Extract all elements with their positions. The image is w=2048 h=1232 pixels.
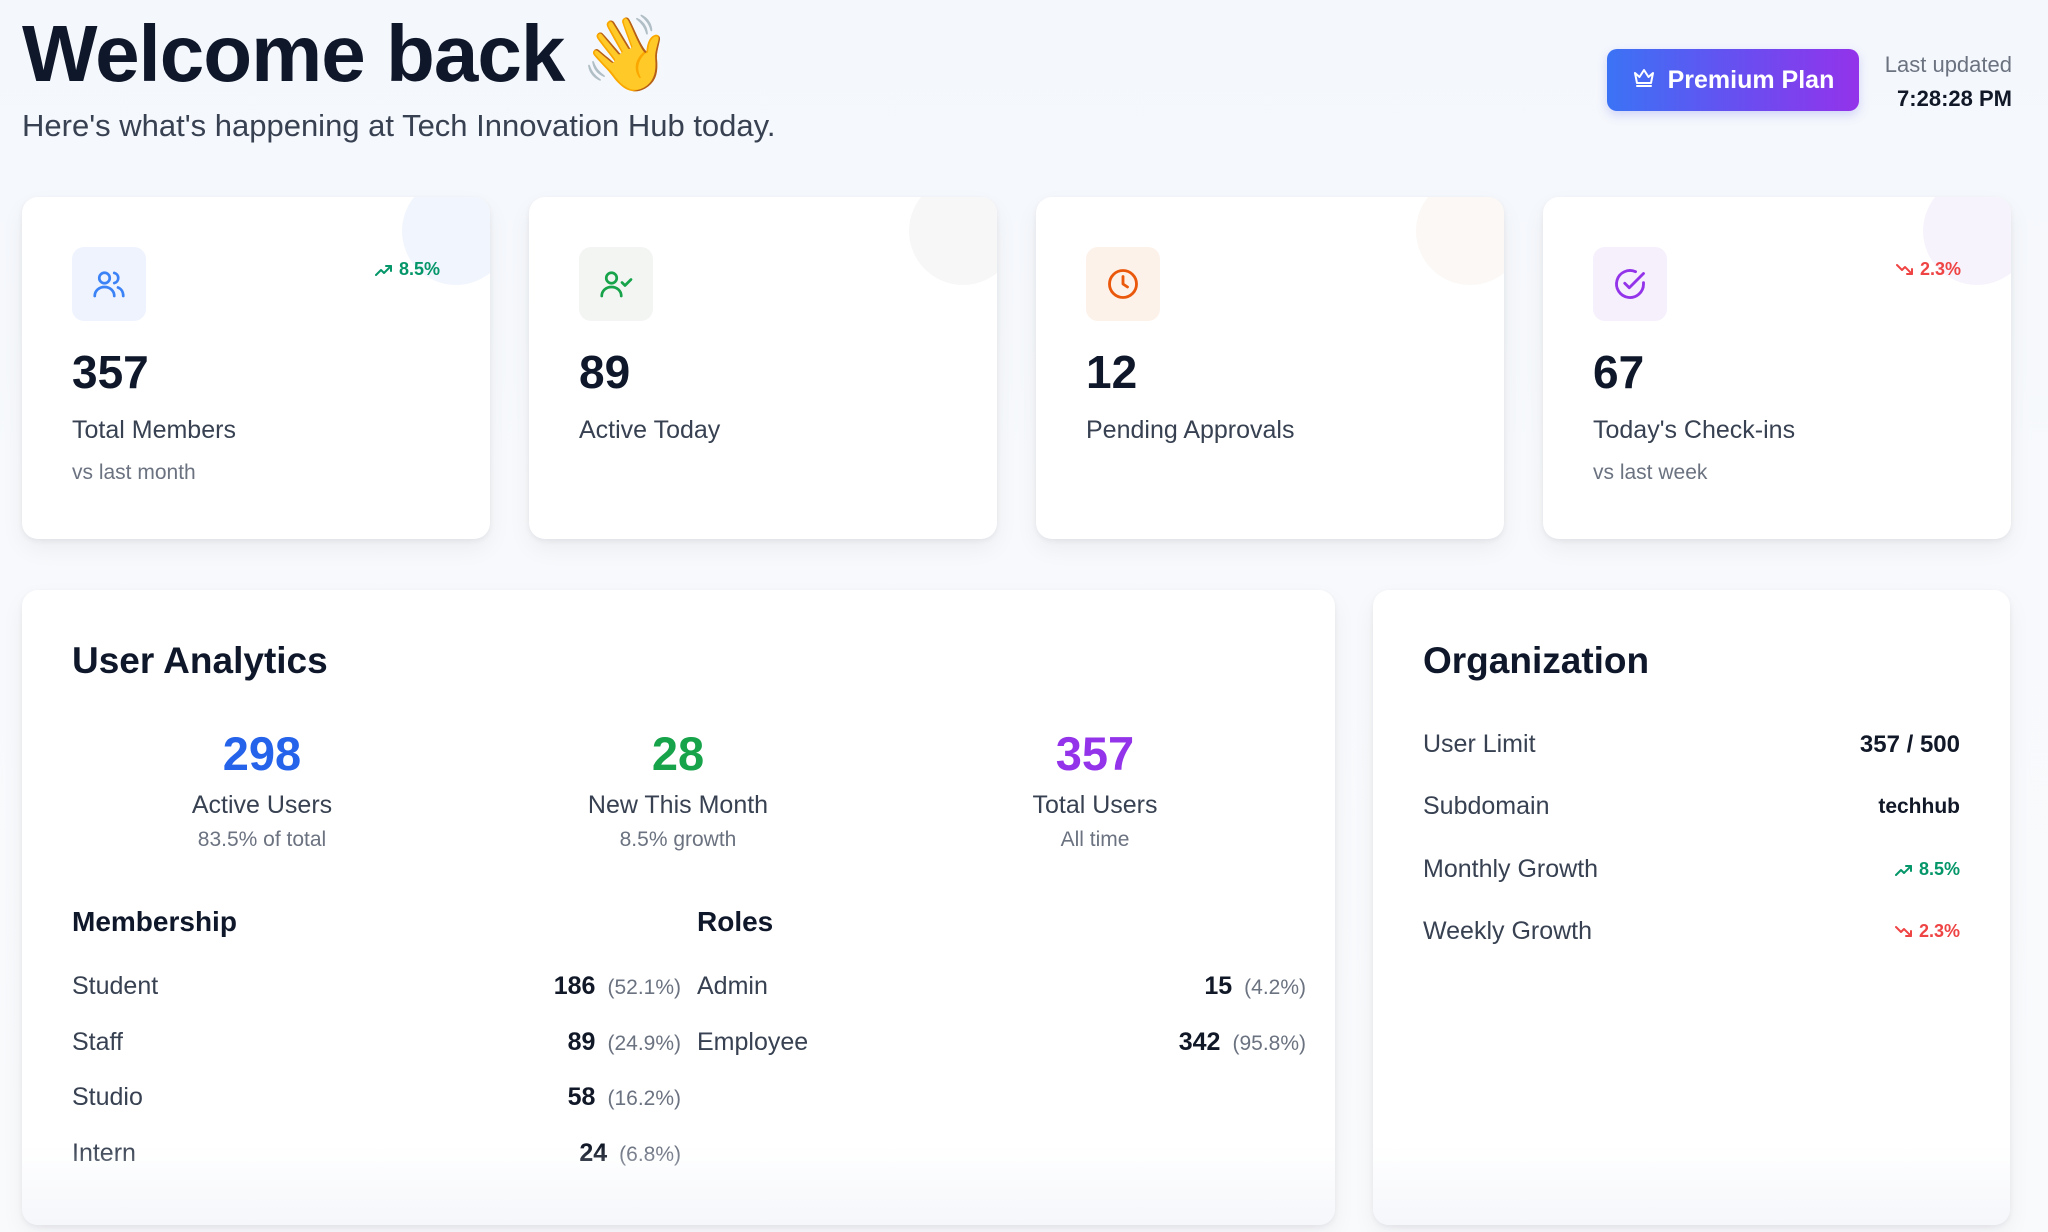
row-count: 186 xyxy=(553,971,596,1000)
trending-down-icon xyxy=(1894,925,1912,937)
card-decoration xyxy=(909,197,997,285)
stat-value: 89 xyxy=(579,346,631,398)
page-title: Welcome back 👋 xyxy=(22,6,775,102)
metric-subtext: All time xyxy=(1060,828,1130,851)
row-percent: (52.1%) xyxy=(607,975,681,999)
metric-value: 357 xyxy=(1055,727,1135,780)
organization-panel: Organization User Limit 357 / 500 Subdom… xyxy=(1373,590,2010,1225)
roles-title: Roles xyxy=(697,906,774,937)
row-count: 24 xyxy=(579,1138,608,1167)
panel-title: Organization xyxy=(1423,640,1650,681)
stat-label: Pending Approvals xyxy=(1086,416,1295,444)
metric-total-users: 357 Total Users All time xyxy=(945,726,1245,852)
user-analytics-panel: User Analytics 298 Active Users 83.5% of… xyxy=(22,590,1335,1225)
row-label: Monthly Growth xyxy=(1423,855,1599,883)
trend-value: 8.5% xyxy=(398,259,440,279)
row-label: Student xyxy=(72,971,159,1000)
page-title-text: Welcome back xyxy=(22,9,565,98)
roles-row-admin: Admin 15 (4.2%) xyxy=(697,970,1306,1002)
stat-card-active-today[interactable]: 89 Active Today xyxy=(529,197,997,539)
row-count: 342 xyxy=(1178,1027,1221,1056)
metric-active-users: 298 Active Users 83.5% of total xyxy=(112,726,412,852)
row-label: Admin xyxy=(697,971,768,1000)
metric-value: 298 xyxy=(222,727,302,780)
metric-label: Total Users xyxy=(1032,791,1158,819)
trend-badge-up: 8.5% xyxy=(1894,859,1960,880)
row-percent: (6.8%) xyxy=(619,1142,681,1166)
stat-value: 67 xyxy=(1593,346,1645,398)
last-updated-label: Last updated xyxy=(1884,52,2012,77)
row-label: User Limit xyxy=(1423,730,1536,758)
page-subtitle: Here's what's happening at Tech Innovati… xyxy=(22,108,776,143)
stat-label: Active Today xyxy=(579,416,721,444)
users-icon xyxy=(72,247,146,321)
last-updated: Last updated 7:28:28 PM xyxy=(1885,52,2012,112)
row-label: Subdomain xyxy=(1423,792,1550,820)
premium-plan-label: Premium Plan xyxy=(1667,65,1835,94)
roles-row-employee: Employee 342 (95.8%) xyxy=(697,1026,1306,1058)
row-count: 58 xyxy=(567,1082,596,1111)
metric-subtext: 8.5% growth xyxy=(619,828,737,851)
stat-value: 12 xyxy=(1086,346,1138,398)
row-percent: (24.9%) xyxy=(607,1031,681,1055)
membership-row-staff: Staff 89 (24.9%) xyxy=(72,1026,681,1058)
panel-fade xyxy=(1373,1145,2010,1225)
membership-row-student: Student 186 (52.1%) xyxy=(72,970,681,1002)
panel-title: User Analytics xyxy=(72,640,328,681)
last-updated-time: 7:28:28 PM xyxy=(1897,86,2012,111)
row-label: Staff xyxy=(72,1027,123,1056)
row-label: Employee xyxy=(697,1027,809,1056)
row-label: Intern xyxy=(72,1138,136,1167)
trending-up-icon xyxy=(374,264,392,276)
trend-badge-down: 2.3% xyxy=(1894,921,1960,942)
stat-label: Today's Check-ins xyxy=(1593,416,1796,444)
org-row-weekly-growth: Weekly Growth 2.3% xyxy=(1423,917,1960,946)
membership-title: Membership xyxy=(72,906,237,937)
stat-subtext: vs last week xyxy=(1593,461,1708,484)
membership-row-studio: Studio 58 (16.2%) xyxy=(72,1081,681,1113)
row-value: 357 / 500 xyxy=(1859,730,1960,758)
metric-label: New This Month xyxy=(587,791,769,819)
stat-card-total-members[interactable]: 8.5% 357 Total Members vs last month xyxy=(22,197,490,539)
org-row-subdomain: Subdomain techhub xyxy=(1423,792,1960,821)
trending-down-icon xyxy=(1895,263,1913,275)
trend-value: 2.3% xyxy=(1918,921,1960,941)
stat-value: 357 xyxy=(72,346,149,398)
clock-icon xyxy=(1086,247,1160,321)
row-percent: (4.2%) xyxy=(1244,975,1306,999)
check-circle-icon xyxy=(1593,247,1667,321)
row-percent: (16.2%) xyxy=(607,1086,681,1110)
stat-label: Total Members xyxy=(72,416,236,444)
page-header: Welcome back 👋 Here's what's happening a… xyxy=(22,6,775,144)
row-count: 89 xyxy=(567,1027,596,1056)
wave-icon: 👋 xyxy=(580,12,672,95)
org-row-user-limit: User Limit 357 / 500 xyxy=(1423,730,1960,759)
trend-badge-down: 2.3% xyxy=(1895,259,1961,280)
metric-label: Active Users xyxy=(191,791,333,819)
metric-subtext: 83.5% of total xyxy=(197,828,327,851)
card-decoration xyxy=(1416,197,1504,285)
row-label: Studio xyxy=(72,1082,143,1111)
row-label: Weekly Growth xyxy=(1423,917,1593,945)
premium-plan-button[interactable]: Premium Plan xyxy=(1607,49,1859,111)
stat-subtext: vs last month xyxy=(72,461,196,484)
trend-value: 8.5% xyxy=(1918,859,1960,879)
trending-up-icon xyxy=(1894,864,1912,876)
stat-card-pending-approvals[interactable]: 12 Pending Approvals xyxy=(1036,197,1504,539)
metric-value: 28 xyxy=(651,727,705,780)
row-count: 15 xyxy=(1204,971,1233,1000)
stat-card-todays-checkins[interactable]: 2.3% 67 Today's Check-ins vs last week xyxy=(1543,197,2011,539)
org-row-monthly-growth: Monthly Growth 8.5% xyxy=(1423,855,1960,884)
trend-badge-up: 8.5% xyxy=(374,259,440,280)
crown-icon xyxy=(1632,65,1656,96)
membership-row-intern: Intern 24 (6.8%) xyxy=(72,1137,681,1169)
row-value: techhub xyxy=(1878,794,1960,818)
metric-new-this-month: 28 New This Month 8.5% growth xyxy=(528,726,828,852)
trend-value: 2.3% xyxy=(1919,259,1961,279)
row-percent: (95.8%) xyxy=(1232,1031,1306,1055)
user-check-icon xyxy=(579,247,653,321)
